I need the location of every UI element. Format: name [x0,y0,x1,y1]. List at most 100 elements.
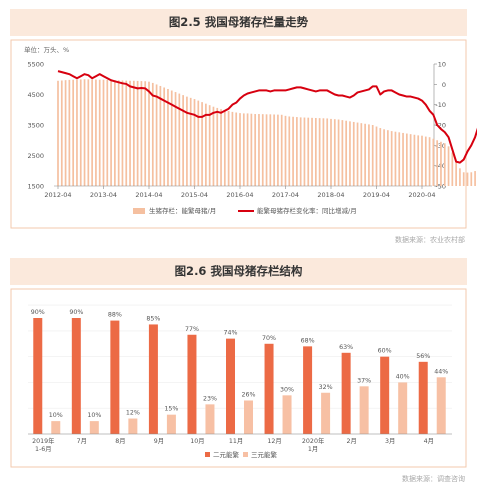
chart2-legend-label-erYuan: 二元能繁 [213,450,240,459]
chart1-bar [102,79,105,186]
chart1-bar [413,134,416,186]
chart2-legend-swatch-erYuan [205,452,210,457]
chart1-bar [261,114,264,186]
chart1-bar [345,120,348,186]
chart2-legend-label-sanYuan: 三元能繁 [251,450,278,459]
chart1-bar [231,111,234,186]
chart1-yleft-tick: 4500 [27,91,44,99]
chart1-bar [216,107,219,186]
chart2-data-label-erYuan: 90% [31,309,45,316]
chart1-bar [436,140,439,186]
chart1-bar [405,133,408,186]
chart1-bar [170,90,173,186]
chart1-bar [114,80,116,186]
chart1-bar [79,79,82,186]
chart1-change-rate-line [57,70,477,164]
chart2-data-label-sanYuan: 15% [164,406,178,413]
chart1-bar [250,113,253,186]
chart1-bar [269,114,272,186]
chart2-bar-sanYuan [398,382,408,434]
chart2-bar-erYuan [148,324,158,434]
chart1-bar [212,106,215,186]
chart1-bar [242,113,245,186]
chart2-bar-erYuan [264,343,274,434]
chart1-bar [409,134,412,186]
chart1-bar [121,80,124,186]
chart1-bar [368,124,370,186]
chart2-category-label: 2019年 [32,436,54,445]
chart1-bar [258,114,260,186]
chart1-bar [64,80,67,186]
chart1-bar [455,161,457,186]
chart2-bar-erYuan [110,320,120,434]
chart1-unit-label: 单位：万头、% [24,45,69,54]
chart2-data-label-erYuan: 85% [146,315,160,322]
chart1-xtick-label: 2017-04 [272,191,299,199]
chart1-bar [390,131,393,186]
chart1-bar [428,137,431,186]
chart1-bar [129,80,131,186]
chart2-bar-erYuan [380,356,390,434]
chart2-bar-sanYuan [359,386,369,434]
chart1-bar [151,82,154,186]
chart2-data-label-sanYuan: 10% [87,412,101,419]
chart1-bar [189,97,192,186]
chart1-frame [10,39,467,229]
chart2-data-label-erYuan: 77% [185,326,199,333]
chart1-bar [349,121,351,186]
chart1-bar [383,129,385,186]
chart1-bar [394,131,397,186]
chart1-xtick-label: 2014-04 [135,191,162,199]
chart1-bar [136,80,139,186]
chart2-data-label-sanYuan: 44% [434,368,448,375]
chart1-bar [379,128,382,186]
chart1-xtick-label: 2016-04 [226,191,253,199]
chart2-data-label-sanYuan: 10% [49,412,63,419]
chart2-category-label: 12月 [267,437,281,445]
chart2-data-label-erYuan: 70% [262,335,276,342]
chart2-bar-erYuan [303,346,313,434]
chart2-bar-sanYuan [321,392,331,434]
chart2-data-label-sanYuan: 32% [319,384,333,391]
chart1-bar [462,172,465,186]
chart1-bar [360,123,363,186]
chart1-bar [288,116,291,186]
chart1-bar [466,172,469,186]
chart1-bar [87,79,90,186]
chart1-bar [235,112,238,186]
chart1-bar [451,152,454,186]
chart1-source: 数据来源：农业农村部 [395,236,465,244]
chart1-xtick-label: 2019-04 [363,191,390,199]
chart2-bar-erYuan [71,318,81,434]
chart1-bar [292,116,294,186]
chart1-bar [68,79,71,186]
chart1-bar [299,117,302,186]
chart1-bar [421,135,423,186]
chart1-bar [125,80,128,186]
chart1-xtick-label: 2020-04 [408,191,435,199]
chart1-bar [432,138,435,186]
chart1-bar [277,114,279,186]
chart1-bar [254,114,257,186]
chart1-svg: 单位：万头、%15002500350045005500-50-40-30-20-… [10,39,477,229]
chart1-yleft-tick: 5500 [27,61,44,69]
chart1-bar [155,84,158,186]
chart1-bar [398,132,401,186]
chart1-bar [337,119,340,186]
chart2-frame [10,288,467,468]
chart1-bar [440,141,442,186]
chart1-bar [57,80,59,186]
chart1-bar [326,118,329,186]
chart1-bar [76,79,78,186]
chart1-bar [182,95,184,186]
chart1-legend-line-label: 能繁母猪存栏变化率：同比增减/月 [257,206,357,215]
chart2-category-label: 9月 [154,437,164,445]
chart2-data-label-erYuan: 88% [108,312,122,319]
chart1-bar [364,123,366,186]
chart1-yright-tick: 10 [438,61,446,69]
chart1-bar [314,117,317,186]
chart1-bar [140,81,143,186]
chart1-bar [144,81,147,186]
chart1-bar [110,80,112,186]
